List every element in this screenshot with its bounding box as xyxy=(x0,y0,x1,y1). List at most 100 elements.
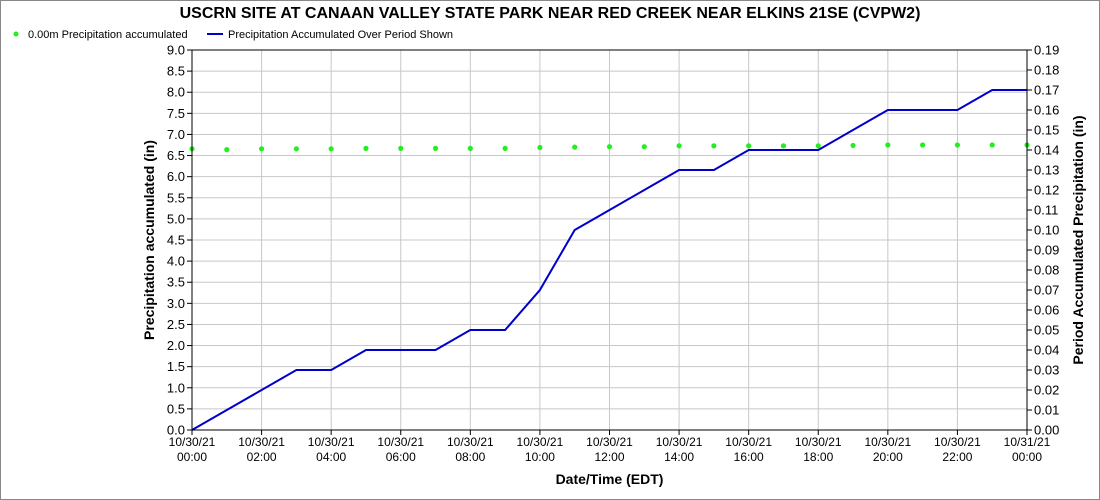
series-line-period-accumulated xyxy=(191,89,1027,431)
y2-tick-label: 0.05 xyxy=(1034,323,1059,338)
y-tick-label: 6.5 xyxy=(167,148,185,163)
left-axis-ticks: 0.0 0.5 1.0 1.5 2.0 2.5 3.0 3.5 4.0 4.5 5.0 5.5 6.0 6… xyxy=(167,43,192,438)
x-tick-time-label: 16:00 xyxy=(734,450,764,464)
data-point-precip-accumulated xyxy=(328,146,334,152)
y2-tick-label: 0.04 xyxy=(1034,343,1059,358)
data-point-precip-accumulated xyxy=(676,143,682,149)
x-tick-date-label: 10/30/21 xyxy=(169,435,216,449)
x-tick-time-label: 02:00 xyxy=(247,450,277,464)
x-tick-date-label: 10/30/21 xyxy=(238,435,285,449)
x-tick-time-label: 14:00 xyxy=(664,450,694,464)
x-axis-title: Date/Time (EDT) xyxy=(556,471,664,487)
x-tick-date-label: 10/30/21 xyxy=(934,435,981,449)
y2-tick-label: 0.10 xyxy=(1034,223,1059,238)
y-tick-label: 5.0 xyxy=(167,211,185,226)
data-point-precip-accumulated xyxy=(606,144,613,150)
x-tick-date-label: 10/30/21 xyxy=(795,435,842,449)
data-point-precip-accumulated xyxy=(815,143,821,149)
y2-tick-label: 0.06 xyxy=(1034,303,1059,318)
legend-marker-points xyxy=(13,31,19,37)
legend-label-points: 0.00m Precipitation accumulated xyxy=(28,29,188,41)
x-tick-date-label: 10/30/21 xyxy=(864,435,911,449)
y2-tick-label: 0.13 xyxy=(1034,163,1059,178)
data-point-precip-accumulated xyxy=(224,147,230,153)
y-tick-label: 6.0 xyxy=(167,169,185,184)
left-axis-title: Precipitation accumulated (in) xyxy=(141,140,157,340)
legend-label-line: Precipitation Accumulated Over Period Sh… xyxy=(228,29,453,41)
legend: 0.00m Precipitation accumulated Precipit… xyxy=(13,29,453,41)
y-tick-label: 7.5 xyxy=(167,106,185,121)
data-point-precip-accumulated xyxy=(398,145,404,151)
x-axis-ticks: 10/30/2100:0010/30/2102:0010/30/2104:001… xyxy=(169,430,1051,464)
y-tick-label: 7.0 xyxy=(167,127,185,142)
chart-title: USCRN SITE AT CANAAN VALLEY STATE PARK N… xyxy=(180,5,921,22)
y-tick-label: 5.5 xyxy=(167,190,185,205)
data-point-precip-accumulated xyxy=(885,142,891,148)
data-point-precip-accumulated xyxy=(572,144,578,150)
y-tick-label: 4.5 xyxy=(167,233,185,248)
y-tick-label: 3.5 xyxy=(167,275,185,290)
plot-area-border xyxy=(191,49,1028,431)
data-point-precip-accumulated xyxy=(641,144,647,150)
y-tick-label: 0.0 xyxy=(167,423,185,438)
x-tick-date-label: 10/30/21 xyxy=(377,435,424,449)
y-tick-label: 9.0 xyxy=(167,43,185,58)
y2-tick-label: 0.00 xyxy=(1034,423,1059,438)
x-tick-time-label: 18:00 xyxy=(803,450,833,464)
data-point-precip-accumulated xyxy=(537,144,543,151)
x-tick-time-label: 10:00 xyxy=(525,450,555,464)
x-tick-time-label: 00:00 xyxy=(177,450,207,464)
data-point-precip-accumulated xyxy=(920,142,926,148)
data-point-precip-accumulated xyxy=(363,145,369,151)
x-tick-date-label: 10/30/21 xyxy=(656,435,703,449)
y-tick-label: 8.5 xyxy=(167,64,185,79)
y-tick-label: 3.0 xyxy=(167,296,185,311)
x-tick-date-label: 10/30/21 xyxy=(725,435,772,449)
data-point-precip-accumulated xyxy=(711,143,717,149)
x-tick-date-label: 10/30/21 xyxy=(447,435,494,449)
y2-tick-label: 0.17 xyxy=(1034,83,1059,98)
x-tick-time-label: 00:00 xyxy=(1012,450,1042,464)
y2-tick-label: 0.08 xyxy=(1034,263,1059,278)
y-tick-label: 8.0 xyxy=(167,85,185,100)
x-tick-time-label: 08:00 xyxy=(455,450,485,464)
x-tick-date-label: 10/30/21 xyxy=(586,435,633,449)
x-tick-time-label: 20:00 xyxy=(873,450,903,464)
x-tick-time-label: 04:00 xyxy=(316,450,346,464)
y2-tick-label: 0.14 xyxy=(1034,143,1059,158)
y2-tick-label: 0.16 xyxy=(1034,103,1059,118)
y2-tick-label: 0.12 xyxy=(1034,183,1059,198)
y2-tick-label: 0.01 xyxy=(1034,403,1059,418)
x-tick-date-label: 10/30/21 xyxy=(517,435,564,449)
x-tick-time-label: 06:00 xyxy=(386,450,416,464)
right-axis-title: Period Accumulated Precipitation (in) xyxy=(1070,115,1086,364)
y2-tick-label: 0.11 xyxy=(1034,203,1058,218)
grid xyxy=(191,49,1028,431)
y2-tick-label: 0.19 xyxy=(1034,43,1059,58)
data-point-precip-accumulated xyxy=(258,146,265,152)
x-tick-date-label: 10/31/21 xyxy=(1004,435,1051,449)
y2-tick-label: 0.09 xyxy=(1034,243,1059,258)
y-tick-label: 0.5 xyxy=(167,401,185,416)
y2-tick-label: 0.02 xyxy=(1034,383,1059,398)
y-tick-label: 4.0 xyxy=(167,254,185,269)
x-tick-time-label: 12:00 xyxy=(594,450,624,464)
data-point-precip-accumulated xyxy=(850,142,856,149)
x-tick-date-label: 10/30/21 xyxy=(308,435,355,449)
plot-series xyxy=(189,89,1030,431)
data-point-precip-accumulated xyxy=(746,143,752,149)
data-point-precip-accumulated xyxy=(467,145,473,151)
y-tick-label: 1.0 xyxy=(167,380,185,395)
right-axis-ticks: 0.00 0.01 0.02 0.03 0.04 0.05 0.06 0.07 0.08 0.09… xyxy=(1027,43,1059,438)
data-point-precip-accumulated xyxy=(293,146,299,152)
data-point-precip-accumulated xyxy=(432,145,439,151)
data-point-precip-accumulated xyxy=(502,145,508,151)
x-tick-time-label: 22:00 xyxy=(942,450,972,464)
y-tick-label: 2.0 xyxy=(167,338,185,353)
y2-tick-label: 0.07 xyxy=(1034,283,1059,298)
y-tick-label: 2.5 xyxy=(167,317,185,332)
y2-tick-label: 0.03 xyxy=(1034,363,1059,378)
data-point-precip-accumulated xyxy=(780,143,787,149)
y2-tick-label: 0.15 xyxy=(1034,123,1059,138)
